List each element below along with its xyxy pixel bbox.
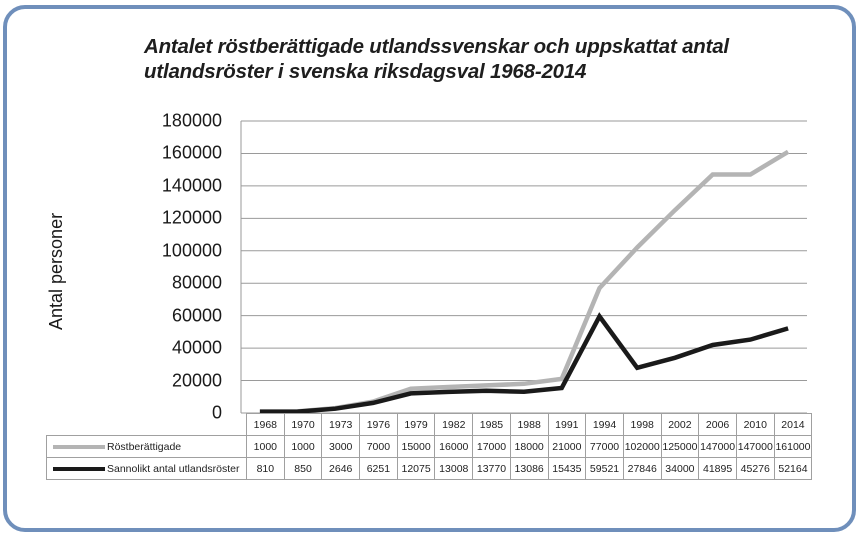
y-tick-label: 40000 — [171, 337, 222, 358]
y-tick-label: 140000 — [161, 175, 222, 196]
data-cell: 7000 — [359, 435, 398, 458]
x-category-label: 1976 — [359, 413, 398, 436]
data-cell: 27846 — [622, 457, 662, 480]
x-category-label: 1979 — [396, 413, 436, 436]
chart-title-line-1: Antalet röstberättigade utlandssvenskar … — [144, 35, 729, 58]
data-table-row-series-2: Sannolikt antal utlandsröster 810 850 2646… — [46, 457, 813, 480]
series-line-utlandsroster — [259, 312, 789, 414]
x-category-label: 1970 — [283, 413, 323, 436]
y-tick-label: 160000 — [161, 142, 222, 163]
data-cell: 59521 — [585, 457, 624, 480]
data-cell: 52164 — [773, 457, 813, 480]
x-category-label: 2010 — [735, 413, 775, 436]
legend-label: Röstberättigade — [107, 440, 182, 453]
x-category-label: 1994 — [585, 413, 624, 436]
data-cell: 147000 — [698, 435, 737, 458]
y-tick-label: 80000 — [171, 272, 222, 293]
x-category-label: 1991 — [547, 413, 587, 436]
x-category-label: 1998 — [622, 413, 662, 436]
legend-entry-series-2: Sannolikt antal utlandsröster — [46, 457, 247, 480]
data-table-corner — [46, 413, 247, 436]
data-table-header-row: 1968 1970 1973 1976 1979 1982 1985 1988 1991 1994… — [46, 413, 813, 436]
chart-title: Antalet röstberättigade utlandssvenskar … — [144, 34, 784, 84]
data-cell: 13770 — [472, 457, 511, 480]
data-cell: 34000 — [660, 457, 700, 480]
data-cell: 15000 — [396, 435, 436, 458]
legend-swatch-gray — [53, 444, 105, 449]
data-cell: 13008 — [434, 457, 474, 480]
data-cell: 102000 — [622, 435, 662, 458]
data-cell: 12075 — [396, 457, 436, 480]
x-category-label: 2006 — [698, 413, 737, 436]
y-tick-label: 120000 — [161, 207, 222, 228]
x-category-label: 2014 — [773, 413, 813, 436]
x-category-label: 1985 — [472, 413, 511, 436]
data-cell: 125000 — [660, 435, 700, 458]
data-cell: 13086 — [509, 457, 549, 480]
legend-swatch-black — [53, 466, 105, 471]
data-table: 1968 1970 1973 1976 1979 1982 1985 1988 1991 1994… — [46, 413, 813, 480]
y-tick-label: 20000 — [171, 370, 222, 391]
data-cell: 17000 — [472, 435, 511, 458]
x-category-label: 2002 — [660, 413, 700, 436]
y-tick-label: 60000 — [171, 305, 222, 326]
chart-title-line-2: utlandsröster i svenska riksdagsval 1968… — [144, 60, 587, 83]
data-table-row-series-1: Röstberättigade 1000 1000 3000 7000 15000 160… — [46, 435, 813, 458]
x-category-label: 1988 — [509, 413, 549, 436]
legend-label: Sannolikt antal utlandsröster — [107, 462, 240, 475]
data-cell: 41895 — [698, 457, 737, 480]
data-cell: 6251 — [359, 457, 398, 480]
x-category-label: 1968 — [246, 413, 285, 436]
y-tick-label: 180000 — [161, 110, 222, 131]
data-cell: 147000 — [735, 435, 775, 458]
data-cell: 1000 — [283, 435, 323, 458]
data-cell: 18000 — [509, 435, 549, 458]
data-cell: 850 — [283, 457, 323, 480]
data-cell: 21000 — [547, 435, 587, 458]
legend-entry-series-1: Röstberättigade — [46, 435, 247, 458]
x-category-label: 1982 — [434, 413, 474, 436]
x-category-label: 1973 — [321, 413, 361, 436]
data-cell: 15435 — [547, 457, 587, 480]
data-cell: 45276 — [735, 457, 775, 480]
data-cell: 3000 — [321, 435, 361, 458]
data-cell: 77000 — [585, 435, 624, 458]
y-tick-label: 100000 — [161, 240, 222, 261]
y-tick-label: 0 — [211, 402, 222, 423]
series-line-rostberattigade — [259, 149, 790, 414]
data-cell: 16000 — [434, 435, 474, 458]
data-cell: 2646 — [321, 457, 361, 480]
data-cell: 810 — [246, 457, 285, 480]
data-cell: 161000 — [773, 435, 813, 458]
data-cell: 1000 — [246, 435, 285, 458]
